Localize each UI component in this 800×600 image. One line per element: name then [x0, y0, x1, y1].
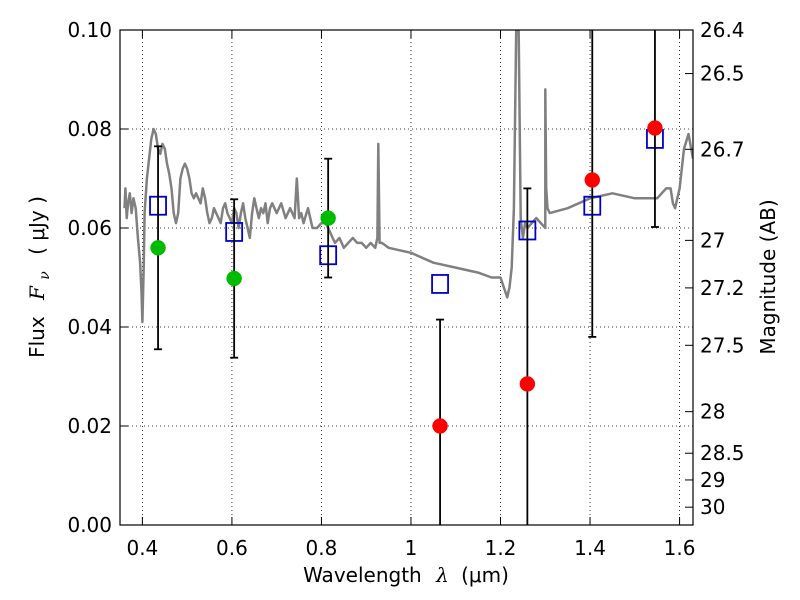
plot-area — [123, 30, 693, 525]
y-tick-label: 0.08 — [67, 117, 112, 141]
magnitude-tick-label: 26.5 — [700, 62, 745, 86]
magnitude-tick-label: 26.4 — [700, 18, 745, 42]
model-flux-square — [431, 274, 449, 294]
photometry-point — [226, 270, 242, 287]
y-tick-label: 0.06 — [67, 216, 112, 240]
y-axis-label-unit: ( μJy ) — [25, 196, 49, 255]
magnitude-tick-label: 27.5 — [700, 333, 745, 357]
x-tick-label: 0.8 — [306, 536, 338, 560]
y-axis-label: Flux F ν ( μJy ) — [25, 196, 54, 358]
magnitude-tick-label: 29 — [700, 468, 725, 492]
right-axis-label: Magnitude (AB) — [756, 199, 780, 354]
x-tick-label: 1.6 — [664, 536, 696, 560]
photometry-point — [320, 210, 336, 226]
x-tick-label: 1 — [405, 536, 418, 560]
magnitude-tick-label: 26.7 — [700, 137, 745, 161]
magnitude-tick-label: 28 — [700, 400, 725, 424]
y-axis-label-subscript: ν — [37, 271, 53, 280]
photometry-point — [432, 418, 448, 434]
x-tick-label: 1.4 — [574, 536, 606, 560]
magnitude-tick-label: 27.2 — [700, 276, 745, 300]
x-axis-label-symbol: λ — [435, 563, 449, 587]
photometry-point — [519, 376, 536, 392]
axes: 0.4 0.6 0.8 1 1.2 1.4 1.6 0.00 0.02 0.04 0.06 0.08 0… — [67, 18, 744, 560]
x-tick-label: 1.2 — [485, 536, 517, 560]
y-axis-label-symbol: F — [25, 285, 49, 301]
magnitude-tick-label: 27 — [700, 228, 725, 252]
y-tick-label: 0.04 — [67, 315, 112, 339]
x-tick-label: 0.4 — [126, 536, 158, 560]
grid — [120, 29, 693, 526]
y-tick-label: 0.10 — [67, 18, 112, 42]
model-spectrum-line — [123, 30, 693, 324]
photometry-point — [584, 172, 601, 188]
x-tick-label: 0.6 — [216, 536, 248, 560]
x-axis-label-unit: (μm) — [461, 563, 509, 587]
photometry-point — [150, 240, 166, 256]
photometry-point — [647, 120, 663, 136]
y-tick-label: 0.00 — [67, 513, 112, 537]
y-tick-label: 0.02 — [67, 414, 112, 438]
x-axis-label: Wavelength λ (μm) — [303, 563, 509, 587]
magnitude-tick-label: 30 — [700, 495, 725, 519]
magnitude-tick-label: 28.5 — [700, 441, 745, 465]
x-axis-label-text: Wavelength — [303, 563, 422, 587]
plot-background — [120, 30, 693, 525]
plot-frame — [119, 29, 694, 526]
y-axis-label-text: Flux — [25, 316, 49, 358]
